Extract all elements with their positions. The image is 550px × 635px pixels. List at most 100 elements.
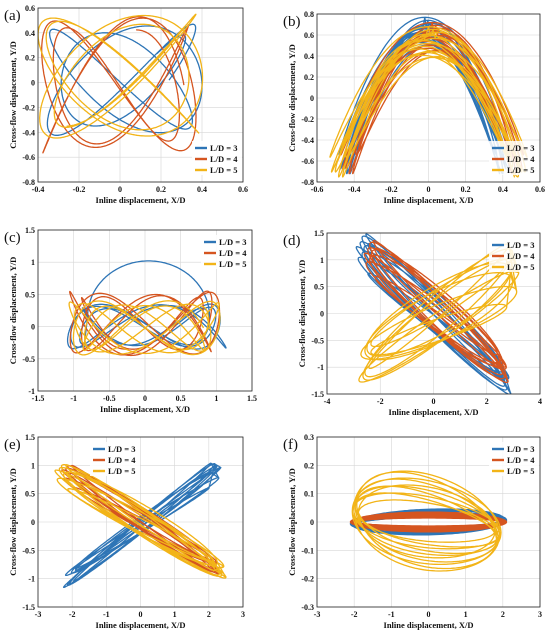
x-tick-label: -0.5 xyxy=(103,394,116,403)
series-line-3 xyxy=(355,233,512,394)
y-tick-label: -0.2 xyxy=(301,575,314,584)
legend: L/D = 3L/D = 4L/D = 5 xyxy=(489,141,539,175)
legend-label: L/D = 3 xyxy=(507,143,535,153)
legend: L/D = 3L/D = 4L/D = 5 xyxy=(489,442,539,476)
x-tick-label: 0 xyxy=(432,397,436,406)
y-tick-label: -1 xyxy=(28,387,35,396)
legend-label: L/D = 5 xyxy=(210,165,238,175)
x-axis-label: Inline displacement, X/D xyxy=(384,195,474,205)
x-axis-label: Inline displacement, X/D xyxy=(389,407,479,417)
y-tick-label: -0.5 xyxy=(22,546,35,555)
x-tick-label: -0.4 xyxy=(348,185,361,194)
y-tick-label: 0.2 xyxy=(304,461,314,470)
x-axis-label: Inline displacement, X/D xyxy=(96,620,186,630)
y-tick-label: -1 xyxy=(28,575,35,584)
x-tick-label: 4 xyxy=(538,397,542,406)
y-tick-label: -0.6 xyxy=(301,157,314,166)
y-axis-label: Cross-flow displacement, Y/D xyxy=(287,44,297,151)
legend-label: L/D = 4 xyxy=(219,248,247,258)
series-line-5 xyxy=(38,13,204,139)
legend-label: L/D = 5 xyxy=(219,259,247,269)
plot-frame xyxy=(316,436,541,608)
x-tick-label: 1 xyxy=(173,610,177,619)
legend-label: L/D = 4 xyxy=(507,251,535,261)
x-tick-label: 2 xyxy=(207,610,211,619)
y-tick-label: 1 xyxy=(31,258,35,267)
legend: L/D = 3L/D = 4L/D = 5 xyxy=(489,238,539,272)
y-tick-label: -0.1 xyxy=(301,546,314,555)
x-tick-label: -0.2 xyxy=(385,185,398,194)
y-tick-label: 0.1 xyxy=(304,490,314,499)
chart-panel-a: -0.4 -0.2 0 0.2 0.4 0.6 -0.8 -0.6 -0.4 -0.2 0 0.2 0.… xyxy=(4,4,248,205)
x-axis-label: Inline displacement, X/D xyxy=(100,404,190,414)
y-tick-label: 0.5 xyxy=(314,283,324,292)
x-tick-label: 0 xyxy=(427,610,431,619)
y-axis-label: Cross-flow displacement, Y/D xyxy=(8,41,18,148)
legend-label: L/D = 4 xyxy=(507,154,535,164)
y-axis-label: Cross-flow displacement, Y/D xyxy=(297,260,307,367)
panel-label: (b) xyxy=(283,14,301,30)
series-line-4 xyxy=(363,239,509,384)
y-axis-label: Cross-flow displacement, Y/D xyxy=(287,468,297,575)
chart-panel-f: -3 -2 -1 0 1 2 3 -0.3 -0.2 -0.1 0 0.1 0.2 0.3 Inline d… xyxy=(283,433,542,630)
x-tick-label: 1 xyxy=(464,610,468,619)
x-tick-label: -2 xyxy=(377,397,384,406)
y-tick-label: -0.5 xyxy=(22,355,35,364)
y-tick-label: 0 xyxy=(310,94,314,103)
x-tick-label: -0.2 xyxy=(73,185,86,194)
legend: L/D = 3L/D = 4L/D = 5 xyxy=(90,442,140,476)
x-tick-label: -0.6 xyxy=(311,185,324,194)
legend-label: L/D = 3 xyxy=(507,444,535,454)
y-tick-label: 1.5 xyxy=(25,226,35,235)
series-line-5 xyxy=(68,300,221,356)
x-axis-label: Inline displacement, X/D xyxy=(384,620,474,630)
y-tick-label: 0 xyxy=(310,518,314,527)
y-tick-label: 0 xyxy=(31,79,35,88)
series-line-5 xyxy=(351,470,502,572)
series-line-3 xyxy=(46,23,203,136)
plot-frame xyxy=(37,436,244,608)
legend-label: L/D = 5 xyxy=(507,466,535,476)
chart-panel-b: -0.6 -0.4 -0.2 0 0.2 0.4 0.6-0.8-0.6-0.4-0.200… xyxy=(283,10,545,205)
x-tick-label: 0 xyxy=(118,185,122,194)
plot-frame xyxy=(37,229,253,392)
y-tick-label: 1.5 xyxy=(314,229,324,238)
y-tick-label: 0.5 xyxy=(25,490,35,499)
y-tick-label: 1 xyxy=(320,256,324,265)
y-tick-label: 0 xyxy=(31,323,35,332)
y-tick-label: -1.5 xyxy=(22,603,35,612)
legend-label: L/D = 5 xyxy=(108,466,136,476)
legend-label: L/D = 5 xyxy=(507,165,535,175)
series-line-5 xyxy=(54,464,227,579)
x-axis-label: Inline displacement, X/D xyxy=(96,195,186,205)
y-tick-label: 0.8 xyxy=(304,10,314,19)
plot-frame xyxy=(37,7,244,183)
y-tick-label: -0.2 xyxy=(301,115,314,124)
y-tick-label: -0.8 xyxy=(301,178,314,187)
x-tick-label: 1 xyxy=(214,394,218,403)
x-tick-label: 3 xyxy=(241,610,245,619)
x-tick-label: -1 xyxy=(70,394,77,403)
x-tick-label: -0.4 xyxy=(32,185,45,194)
x-tick-label: 0 xyxy=(427,185,431,194)
legend-label: L/D = 3 xyxy=(108,444,136,454)
x-tick-label: -1 xyxy=(388,610,395,619)
x-tick-label: 0.5 xyxy=(176,394,186,403)
y-tick-label: 0.6 xyxy=(25,4,35,13)
legend-label: L/D = 3 xyxy=(507,240,535,250)
series-line-5 xyxy=(358,243,520,383)
x-tick-label: -1.5 xyxy=(32,394,45,403)
chart-panel-e: -3 -2 -1 0 1 2 3 -1.5 -1 -0.5 0 0.5 1 1.5 Inline displ… xyxy=(4,433,245,630)
legend: L/D = 3L/D = 4L/D = 5 xyxy=(201,235,251,269)
x-tick-label: 1.5 xyxy=(247,394,257,403)
plot-frame xyxy=(316,13,541,183)
panel-label: (d) xyxy=(283,233,301,249)
y-tick-label: -1.5 xyxy=(311,390,324,399)
y-tick-label: 0.6 xyxy=(304,31,314,40)
panel-label: (c) xyxy=(4,230,21,246)
legend-label: L/D = 4 xyxy=(507,455,535,465)
y-axis-label: Cross-flow displacement, Y/D xyxy=(8,468,18,575)
x-tick-label: 2 xyxy=(485,397,489,406)
x-tick-label: 0.4 xyxy=(197,185,207,194)
